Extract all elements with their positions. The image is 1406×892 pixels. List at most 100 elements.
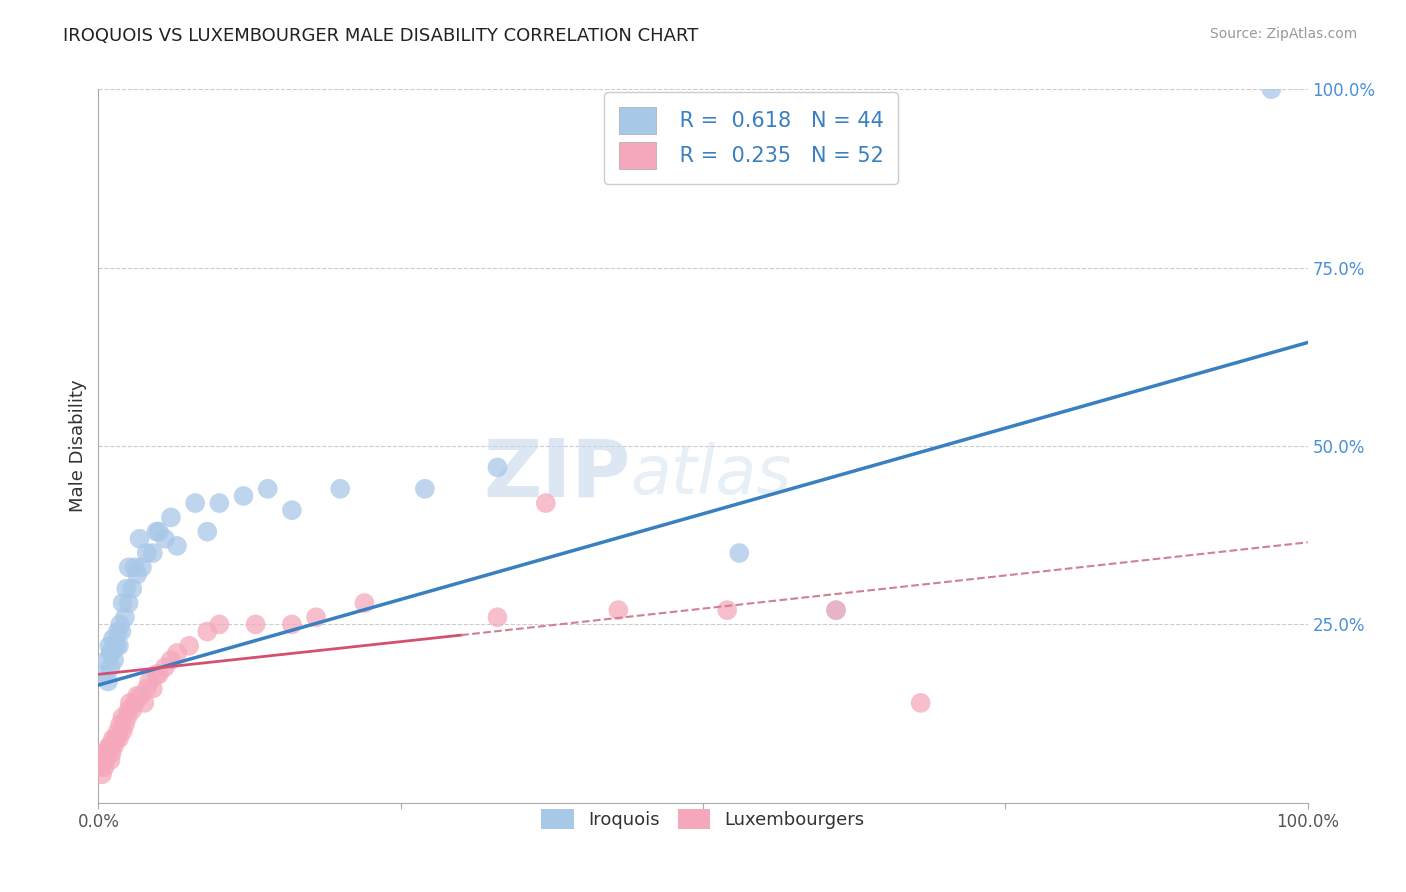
Point <box>100 739 122 753</box>
Point <box>127 689 149 703</box>
Point <box>91 746 114 760</box>
Text: Source: ZipAtlas.com: Source: ZipAtlas.com <box>1209 27 1357 41</box>
Point <box>716 603 738 617</box>
Point <box>153 660 176 674</box>
Point <box>607 603 630 617</box>
Point <box>96 653 118 667</box>
Point <box>105 639 128 653</box>
Point <box>91 753 114 767</box>
Point <box>118 596 141 610</box>
Point <box>135 681 157 696</box>
Point <box>100 753 122 767</box>
Point <box>135 546 157 560</box>
Point <box>118 560 141 574</box>
Point <box>124 560 146 574</box>
Point <box>353 596 375 610</box>
Text: ZIP: ZIP <box>484 435 630 514</box>
Point <box>179 639 201 653</box>
Point <box>100 746 122 760</box>
Point <box>124 696 146 710</box>
Point <box>103 739 125 753</box>
Point <box>114 610 136 624</box>
Point <box>142 681 165 696</box>
Point <box>825 603 848 617</box>
Point <box>111 596 134 610</box>
Point <box>121 582 143 596</box>
Point <box>910 696 932 710</box>
Point <box>534 496 557 510</box>
Point <box>118 703 141 717</box>
Point <box>281 617 304 632</box>
Point <box>101 731 124 746</box>
Point <box>160 510 183 524</box>
Point <box>153 532 176 546</box>
Point <box>208 617 231 632</box>
Point <box>107 624 129 639</box>
Point <box>108 731 131 746</box>
Point <box>142 546 165 560</box>
Point <box>486 460 509 475</box>
Point <box>232 489 254 503</box>
Point <box>256 482 278 496</box>
Text: atlas: atlas <box>630 442 792 508</box>
Point <box>486 610 509 624</box>
Point <box>93 760 115 774</box>
Point <box>111 724 134 739</box>
Point <box>97 746 120 760</box>
Point <box>145 524 167 539</box>
Point <box>115 582 138 596</box>
Point <box>107 724 129 739</box>
Point <box>128 532 150 546</box>
Point <box>145 667 167 681</box>
Point <box>129 689 152 703</box>
Point <box>413 482 436 496</box>
Point <box>208 496 231 510</box>
Point <box>108 639 131 653</box>
Point <box>131 560 153 574</box>
Y-axis label: Male Disability: Male Disability <box>69 380 87 512</box>
Point <box>195 624 218 639</box>
Point <box>110 624 132 639</box>
Point <box>148 667 170 681</box>
Point <box>195 524 218 539</box>
Point <box>118 696 141 710</box>
Point <box>305 610 328 624</box>
Point <box>728 546 751 560</box>
Point <box>329 482 352 496</box>
Point <box>104 731 127 746</box>
Point <box>108 717 131 731</box>
Point <box>117 710 139 724</box>
Point <box>281 503 304 517</box>
Point <box>103 639 125 653</box>
Point <box>1260 82 1282 96</box>
Point <box>93 753 115 767</box>
Point <box>91 767 114 781</box>
Point <box>184 496 207 510</box>
Point <box>160 653 183 667</box>
Point <box>100 646 122 660</box>
Point <box>111 710 134 724</box>
Point <box>108 617 131 632</box>
Point <box>245 617 267 632</box>
Point <box>98 639 121 653</box>
Point <box>138 674 160 689</box>
Point <box>93 667 115 681</box>
Point <box>134 696 156 710</box>
Point <box>100 660 122 674</box>
Point <box>148 524 170 539</box>
Point <box>100 646 122 660</box>
Point <box>166 539 188 553</box>
Point <box>97 674 120 689</box>
Point <box>101 632 124 646</box>
Point <box>114 717 136 731</box>
Point <box>96 746 118 760</box>
Point <box>121 703 143 717</box>
Point <box>94 753 117 767</box>
Point <box>825 603 848 617</box>
Point <box>166 646 188 660</box>
Point <box>105 731 128 746</box>
Point <box>127 567 149 582</box>
Point <box>103 653 125 667</box>
Legend: Iroquois, Luxembourgers: Iroquois, Luxembourgers <box>534 801 872 837</box>
Text: IROQUOIS VS LUXEMBOURGER MALE DISABILITY CORRELATION CHART: IROQUOIS VS LUXEMBOURGER MALE DISABILITY… <box>63 27 699 45</box>
